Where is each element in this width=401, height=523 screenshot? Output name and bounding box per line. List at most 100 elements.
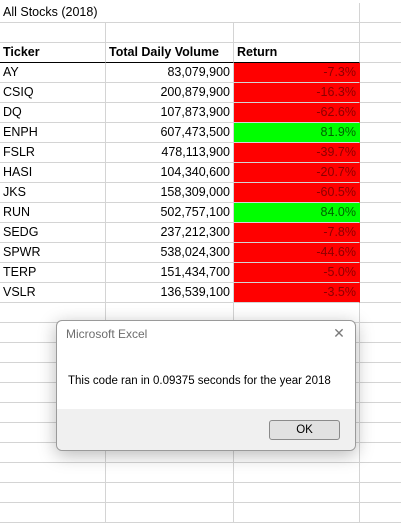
return-cell[interactable]: -20.7%: [234, 163, 360, 183]
empty-cell[interactable]: [360, 3, 401, 23]
empty-cell[interactable]: [106, 23, 234, 43]
empty-cell[interactable]: [0, 463, 106, 483]
header-row: Ticker Total Daily Volume Return: [0, 43, 401, 63]
empty-cell[interactable]: [360, 343, 401, 363]
header-ticker[interactable]: Ticker: [0, 43, 106, 63]
empty-cell[interactable]: [360, 423, 401, 443]
empty-cell[interactable]: [360, 103, 401, 123]
empty-cell[interactable]: [360, 403, 401, 423]
empty-cell[interactable]: [360, 83, 401, 103]
empty-cell[interactable]: [360, 23, 401, 43]
empty-cell[interactable]: [234, 23, 360, 43]
ticker-cell[interactable]: FSLR: [0, 143, 106, 163]
empty-cell[interactable]: [360, 43, 401, 63]
sheet-title[interactable]: All Stocks (2018): [0, 3, 234, 23]
ticker-cell[interactable]: SPWR: [0, 243, 106, 263]
empty-cell[interactable]: [360, 243, 401, 263]
volume-cell[interactable]: 151,434,700: [106, 263, 234, 283]
return-cell[interactable]: -62.6%: [234, 103, 360, 123]
return-cell[interactable]: -7.3%: [234, 63, 360, 83]
empty-cell[interactable]: [0, 303, 106, 323]
empty-cell[interactable]: [360, 263, 401, 283]
return-cell[interactable]: -5.0%: [234, 263, 360, 283]
ok-button[interactable]: OK: [269, 420, 340, 440]
empty-cell[interactable]: [234, 503, 360, 523]
empty-cell[interactable]: [360, 203, 401, 223]
volume-cell[interactable]: 478,113,900: [106, 143, 234, 163]
empty-cell[interactable]: [360, 143, 401, 163]
table-row: FSLR 478,113,900 -39.7%: [0, 143, 401, 163]
empty-cell[interactable]: [0, 443, 106, 463]
empty-cell[interactable]: [360, 303, 401, 323]
close-icon[interactable]: ✕: [333, 325, 345, 341]
empty-cell[interactable]: [360, 383, 401, 403]
empty-cell[interactable]: [360, 123, 401, 143]
return-cell[interactable]: 84.0%: [234, 203, 360, 223]
empty-cell[interactable]: [360, 463, 401, 483]
empty-cell[interactable]: [0, 23, 106, 43]
empty-cell[interactable]: [0, 503, 106, 523]
volume-cell[interactable]: 83,079,900: [106, 63, 234, 83]
empty-cell[interactable]: [360, 443, 401, 463]
table-row: CSIQ 200,879,900 -16.3%: [0, 83, 401, 103]
dialog-message: This code ran in 0.09375 seconds for the…: [68, 375, 331, 387]
empty-cell[interactable]: [360, 223, 401, 243]
empty-cell[interactable]: [360, 363, 401, 383]
ticker-cell[interactable]: RUN: [0, 203, 106, 223]
empty-cell[interactable]: [360, 183, 401, 203]
ticker-cell[interactable]: ENPH: [0, 123, 106, 143]
header-volume[interactable]: Total Daily Volume: [106, 43, 234, 63]
empty-cell[interactable]: [360, 283, 401, 303]
ticker-cell[interactable]: VSLR: [0, 283, 106, 303]
empty-cell[interactable]: [360, 323, 401, 343]
return-cell[interactable]: -60.5%: [234, 183, 360, 203]
ticker-cell[interactable]: JKS: [0, 183, 106, 203]
empty-cell[interactable]: [360, 63, 401, 83]
table-row: JKS 158,309,000 -60.5%: [0, 183, 401, 203]
ticker-cell[interactable]: AY: [0, 63, 106, 83]
empty-cell[interactable]: [106, 463, 234, 483]
empty-cell[interactable]: [106, 503, 234, 523]
empty-cell[interactable]: [234, 483, 360, 503]
ticker-cell[interactable]: SEDG: [0, 223, 106, 243]
ticker-cell[interactable]: TERP: [0, 263, 106, 283]
empty-row: [0, 483, 401, 503]
empty-cell[interactable]: [234, 3, 360, 23]
volume-cell[interactable]: 607,473,500: [106, 123, 234, 143]
ticker-cell[interactable]: CSIQ: [0, 83, 106, 103]
volume-cell[interactable]: 104,340,600: [106, 163, 234, 183]
table-row: AY 83,079,900 -7.3%: [0, 63, 401, 83]
empty-row: [0, 463, 401, 483]
empty-cell[interactable]: [360, 163, 401, 183]
return-cell[interactable]: -16.3%: [234, 83, 360, 103]
return-cell[interactable]: -3.5%: [234, 283, 360, 303]
empty-cell[interactable]: [234, 443, 360, 463]
empty-cell[interactable]: [360, 503, 401, 523]
volume-cell[interactable]: 158,309,000: [106, 183, 234, 203]
volume-cell[interactable]: 200,879,900: [106, 83, 234, 103]
empty-cell[interactable]: [106, 483, 234, 503]
ticker-cell[interactable]: DQ: [0, 103, 106, 123]
empty-cell[interactable]: [106, 443, 234, 463]
header-return[interactable]: Return: [234, 43, 360, 63]
return-cell[interactable]: -39.7%: [234, 143, 360, 163]
return-cell[interactable]: 81.9%: [234, 123, 360, 143]
table-row: DQ 107,873,900 -62.6%: [0, 103, 401, 123]
return-cell[interactable]: -7.8%: [234, 223, 360, 243]
empty-cell[interactable]: [360, 483, 401, 503]
empty-row: [0, 443, 401, 463]
volume-cell[interactable]: 538,024,300: [106, 243, 234, 263]
table-row: ENPH 607,473,500 81.9%: [0, 123, 401, 143]
blank-row: [0, 23, 401, 43]
volume-cell[interactable]: 136,539,100: [106, 283, 234, 303]
empty-cell[interactable]: [0, 483, 106, 503]
volume-cell[interactable]: 107,873,900: [106, 103, 234, 123]
return-cell[interactable]: -44.6%: [234, 243, 360, 263]
ticker-cell[interactable]: HASI: [0, 163, 106, 183]
empty-cell[interactable]: [234, 463, 360, 483]
table-row: SPWR 538,024,300 -44.6%: [0, 243, 401, 263]
volume-cell[interactable]: 502,757,100: [106, 203, 234, 223]
volume-cell[interactable]: 237,212,300: [106, 223, 234, 243]
dialog-body: This code ran in 0.09375 seconds for the…: [57, 351, 355, 409]
